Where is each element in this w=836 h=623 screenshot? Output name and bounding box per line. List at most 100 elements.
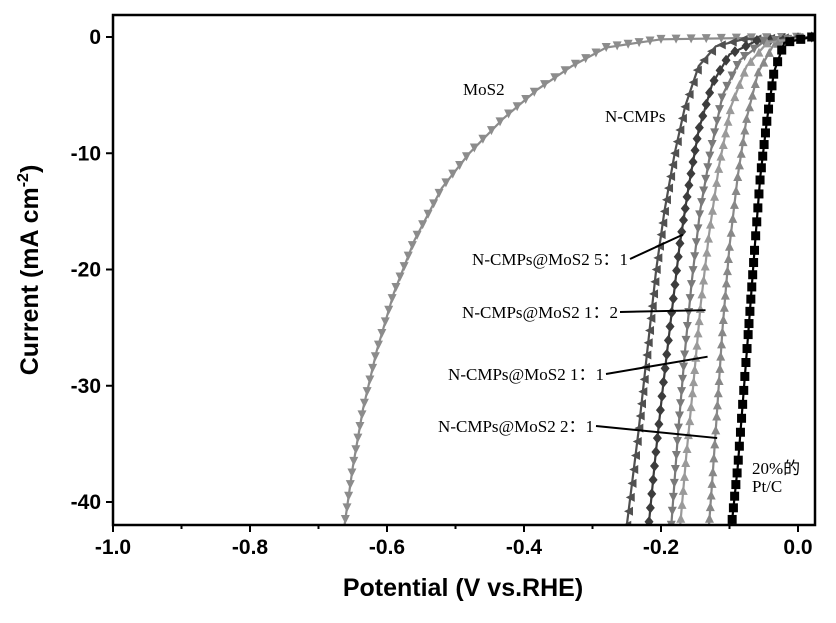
data-point [674,251,683,262]
data-point [687,280,696,289]
data-point [716,352,725,361]
data-point [740,372,749,381]
annotation-label: N-CMPs@MoS2 1：2 [462,303,618,322]
data-point [654,419,663,430]
data-point [701,262,710,271]
annotation-label: Pt/C [752,477,782,496]
data-point [722,82,731,91]
data-point [675,238,684,249]
data-point [719,315,728,324]
data-point [682,336,691,345]
data-point [686,168,695,179]
data-point [349,457,358,466]
annotation-leader [620,310,706,312]
data-point [747,282,756,291]
y-tick-label: -40 [71,491,101,514]
annotation-label: N-CMPs@MoS2 2：1 [438,417,594,436]
data-point [752,217,761,226]
data-point [371,352,380,361]
data-point [374,341,383,350]
data-point [713,400,722,409]
data-point [733,61,742,70]
data-point [718,94,727,103]
x-tick-label: -1.0 [95,536,131,559]
data-point [721,128,730,137]
data-point [693,224,702,233]
annotation-label: 20%的 [752,459,800,478]
data-point [677,387,686,396]
y-tick-label: 0 [89,26,101,49]
data-point [740,126,749,135]
annotations: MoS2N-CMPsN-CMPs@MoS2 5：1N-CMPs@MoS2 1：2… [438,80,800,496]
data-point [720,303,729,312]
data-point [346,480,355,489]
data-point [391,283,400,292]
series-20-pt-c [728,33,817,526]
data-point [341,515,350,524]
data-point [737,149,746,158]
data-point [762,117,771,126]
data-point [750,246,759,255]
data-point [729,503,738,512]
data-point [657,391,666,402]
data-point [707,491,716,500]
data-point [689,266,698,275]
data-point [708,206,717,215]
y-tick-label: -20 [71,259,101,282]
data-point [719,140,728,149]
data-point [727,228,736,237]
series-n-cmps-mos2-1-1 [676,33,816,526]
data-point [736,428,745,437]
data-point [739,386,748,395]
data-point [785,37,794,46]
annotation-label: N-CMPs [605,107,665,126]
data-point [691,145,700,156]
data-point [765,48,774,57]
curves-layer [341,32,816,530]
data-point [667,307,676,318]
data-point [702,99,711,110]
data-point [686,294,695,303]
data-point [706,220,715,229]
data-point [662,349,671,360]
data-point [701,175,710,184]
data-point [689,377,698,386]
data-point [744,330,753,339]
data-point [656,405,665,416]
data-point [722,278,731,287]
data-point [381,317,390,326]
data-point [721,291,730,300]
data-point [670,279,679,290]
data-point [675,411,684,420]
data-point [681,203,690,214]
data-point [377,329,386,338]
data-point [699,275,708,284]
data-point [676,514,685,523]
x-tick-label: -0.8 [232,536,269,559]
data-point [695,316,704,325]
data-point [670,479,679,488]
annotation-label: N-CMPs@MoS2 5：1 [472,250,628,269]
data-point [685,416,694,425]
data-point [400,262,409,271]
data-point [388,294,397,303]
data-point [408,241,417,250]
data-point [711,425,720,434]
data-point [712,411,721,420]
data-point [773,57,782,66]
data-point [764,105,773,114]
data-point [653,433,662,444]
series-mos2 [341,33,816,526]
data-point [384,306,393,315]
data-point [413,231,422,240]
x-tick-label: -0.2 [643,536,679,559]
data-point [745,102,754,111]
data-point [671,465,680,474]
data-point [733,468,742,477]
data-point [363,387,372,396]
data-point [708,140,717,149]
data-point [679,215,688,226]
annotation-label: N-CMPs@MoS2 1：1 [448,365,604,384]
data-point [571,60,580,69]
data-point [674,424,683,433]
